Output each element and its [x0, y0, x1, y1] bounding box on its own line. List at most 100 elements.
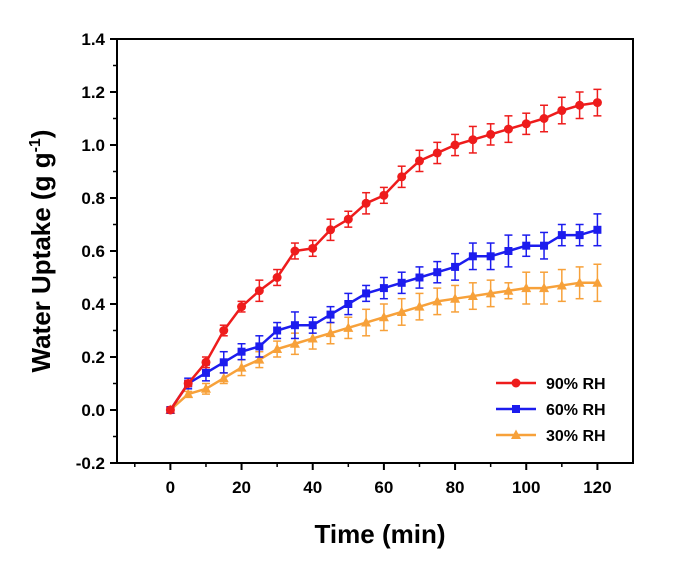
x-tick-label: 40 — [303, 478, 322, 497]
data-point — [343, 322, 354, 332]
data-point — [183, 388, 194, 399]
data-point — [397, 278, 406, 287]
data-point — [592, 98, 602, 108]
x-tick-label: 80 — [446, 478, 465, 497]
data-point — [325, 327, 336, 338]
data-point — [219, 358, 228, 367]
x-tick-label: 100 — [512, 478, 540, 497]
legend-label: 90% RH — [546, 376, 606, 393]
data-point — [379, 284, 388, 293]
legend-marker — [512, 405, 520, 413]
data-point — [361, 317, 372, 327]
data-point — [237, 347, 246, 356]
data-point — [272, 273, 282, 282]
data-point — [200, 383, 211, 393]
y-tick-label: 0.2 — [81, 348, 105, 367]
x-tick-label: 20 — [232, 478, 251, 497]
data-point — [522, 241, 531, 250]
x-tick-label: 0 — [166, 478, 175, 497]
data-point — [344, 300, 353, 308]
data-point — [236, 362, 247, 372]
data-point — [379, 190, 389, 200]
data-point — [593, 225, 602, 234]
data-point — [273, 326, 282, 335]
data-point — [503, 124, 513, 134]
data-point — [326, 225, 336, 235]
data-point — [450, 140, 460, 150]
legend-label: 60% RH — [546, 402, 606, 419]
y-tick-label: 0.4 — [81, 295, 105, 314]
legend-marker — [511, 429, 521, 439]
data-point — [592, 277, 603, 287]
data-point — [290, 246, 300, 256]
data-point — [414, 156, 424, 166]
y-tick-label: 1.2 — [81, 83, 105, 102]
y-axis-title: Water Uptake (g g-1) — [26, 130, 56, 373]
axes — [116, 38, 634, 464]
data-point — [414, 301, 425, 311]
data-point — [307, 332, 318, 343]
legend: 90% RH 60% RH 30% RH — [496, 376, 606, 445]
legend-item-90-rh: 90% RH — [496, 376, 606, 393]
data-point — [432, 295, 443, 306]
data-point — [539, 114, 549, 123]
data-point — [557, 106, 567, 116]
data-point — [218, 372, 229, 383]
data-point — [201, 368, 210, 377]
data-point — [539, 282, 550, 293]
data-point — [254, 286, 264, 296]
data-point — [308, 243, 318, 253]
y-tick-label: 0.8 — [81, 189, 105, 208]
data-point — [255, 342, 264, 351]
y-axis-title-end: ) — [26, 130, 56, 139]
y-tick-label: 0.6 — [81, 242, 105, 261]
data-point — [308, 321, 317, 330]
data-point — [468, 252, 477, 261]
data-point — [504, 247, 513, 255]
data-point — [540, 241, 549, 250]
legend-item-60-rh: 60% RH — [496, 402, 606, 419]
data-point — [451, 262, 460, 271]
x-axis-title: Time (min) — [315, 519, 446, 549]
plot-frame — [116, 38, 634, 464]
data-point — [450, 293, 461, 303]
x-tick-label: 60 — [374, 478, 393, 497]
data-point — [557, 231, 566, 240]
data-point — [378, 311, 389, 322]
series-30-rh — [165, 263, 603, 414]
series-line — [169, 101, 598, 411]
data-point — [396, 306, 407, 316]
data-point — [219, 326, 229, 335]
y-tick-label: -0.2 — [76, 454, 105, 473]
data-point — [433, 268, 442, 277]
data-point — [415, 273, 424, 282]
data-point — [521, 282, 532, 293]
data-point — [290, 321, 299, 330]
data-point — [397, 172, 407, 182]
data-point — [343, 214, 353, 224]
data-point — [467, 290, 478, 301]
ticks: 0 20 40 60 80 100 120 -0.2 0.0 0.2 0.4 0.6 0.8 1.0 1.2… — [76, 30, 612, 497]
data-point — [237, 302, 247, 312]
legend-item-30-rh: 30% RH — [496, 428, 606, 445]
data-point — [503, 285, 514, 295]
data-point — [326, 310, 335, 319]
data-point — [183, 379, 193, 388]
series-60-rh — [166, 213, 602, 414]
y-tick-label: 1.4 — [81, 30, 105, 49]
data-point — [362, 289, 371, 298]
data-point — [556, 279, 567, 290]
data-point — [468, 135, 478, 145]
data-point — [432, 148, 442, 158]
y-tick-label: 1.0 — [81, 136, 105, 155]
y-tick-label: 0.0 — [81, 401, 105, 420]
y-axis-title-superscript: -1 — [27, 138, 44, 152]
data-point — [361, 198, 371, 208]
data-point — [272, 343, 283, 354]
data-point — [201, 357, 211, 367]
data-point — [574, 277, 585, 287]
data-point — [575, 231, 584, 240]
series — [165, 88, 603, 415]
data-point — [485, 287, 496, 298]
